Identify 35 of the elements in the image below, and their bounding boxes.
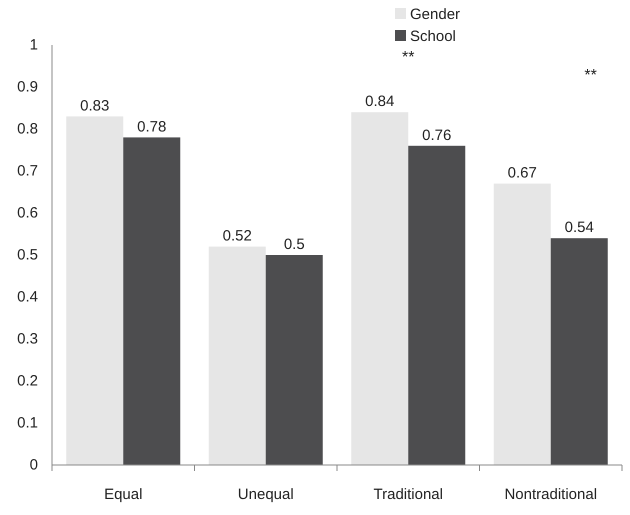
data-label: 0.5 — [284, 236, 305, 253]
data-label: 0.84 — [365, 93, 394, 110]
y-tick-label: 0.8 — [17, 120, 38, 138]
bar — [208, 246, 266, 465]
annotation: ** — [584, 67, 597, 84]
annotation: ** — [402, 49, 414, 66]
x-tick-label: Unequal — [238, 486, 294, 503]
bar — [123, 137, 180, 465]
data-label: 0.83 — [80, 97, 110, 114]
y-tick-label: 0.2 — [17, 372, 38, 390]
bar — [408, 146, 466, 465]
y-tick-label: 0 — [30, 456, 38, 474]
x-tick-label: Traditional — [374, 486, 443, 503]
x-tick-label: Nontraditional — [504, 486, 598, 503]
y-tick-label: 1 — [30, 36, 38, 54]
legend-label: School — [410, 28, 456, 45]
data-label: 0.76 — [422, 126, 452, 144]
bar — [266, 255, 323, 465]
y-tick-label: 0.5 — [17, 246, 38, 264]
x-tick-label: Equal — [104, 486, 142, 503]
bar — [550, 238, 608, 465]
y-tick-label: 0.4 — [17, 288, 38, 306]
data-label: 0.78 — [137, 118, 166, 136]
data-label: 0.52 — [222, 228, 252, 245]
y-tick-label: 0.6 — [17, 204, 38, 222]
bar — [494, 184, 551, 465]
legend-label: Gender — [410, 6, 460, 23]
y-tick-label: 0.1 — [17, 414, 38, 432]
data-label: 0.54 — [564, 219, 594, 236]
bar — [351, 112, 408, 465]
y-tick-label: 0.9 — [17, 78, 38, 96]
y-tick-label: 0.3 — [17, 330, 38, 348]
y-tick-label: 0.7 — [17, 162, 38, 180]
data-label: 0.67 — [508, 164, 537, 182]
bar — [66, 116, 124, 465]
